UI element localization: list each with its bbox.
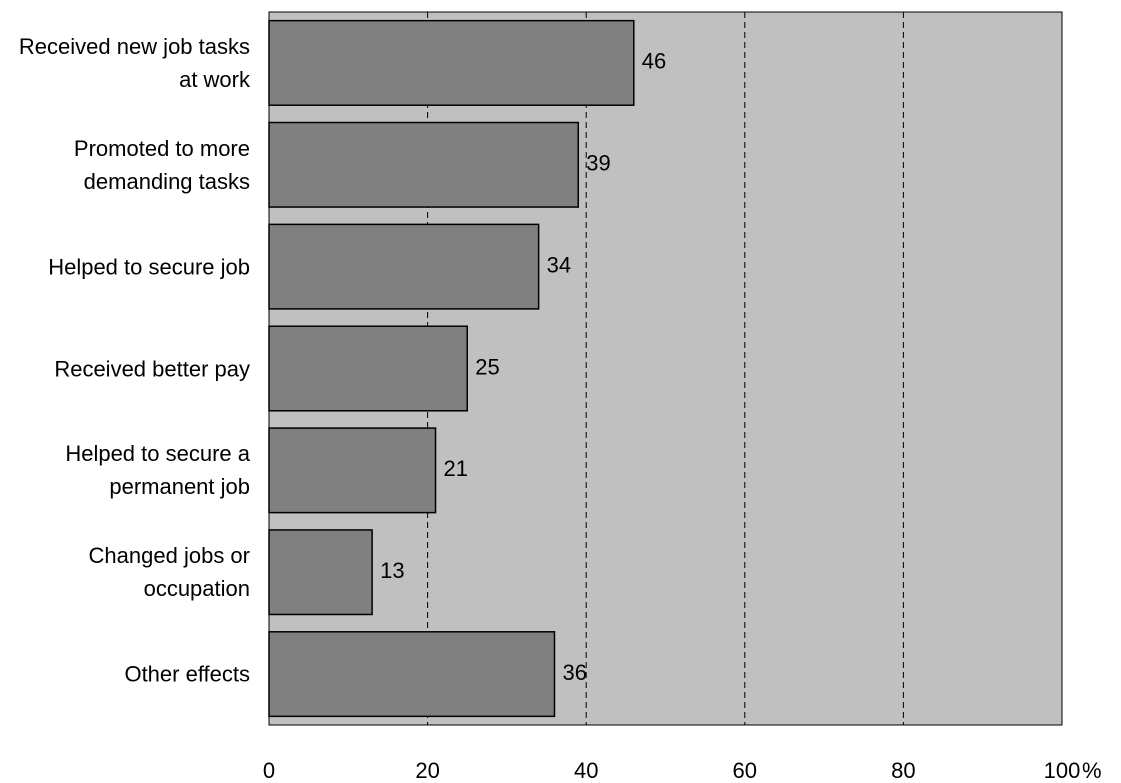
bar [268,529,373,616]
category-label: Helped to secure a permanent job [65,441,250,500]
value-label: 36 [562,660,586,685]
category-label: Helped to secure job [48,254,250,280]
category-label: Received new job tasks at work [18,33,250,92]
bar [268,325,468,412]
x-tick-label: 20 [415,758,439,783]
bar [268,427,437,514]
category-label: Other effects [124,661,250,687]
x-tick-label: 60 [733,758,757,783]
value-label: 39 [586,151,610,176]
bar [268,223,540,310]
value-label: 25 [475,354,499,379]
x-tick-label: 40 [574,758,598,783]
x-tick-label: 80 [891,758,915,783]
x-tick-label: 0 [263,758,275,783]
value-label: 13 [380,558,404,583]
value-label: 21 [444,456,468,481]
x-tick-label: 100 [1044,758,1081,783]
x-unit: % [1082,758,1102,783]
value-label: 46 [642,49,666,74]
value-label: 34 [547,252,571,277]
bar [268,19,635,106]
bar [268,121,580,208]
bar [268,631,556,718]
category-label: Received better pay [54,356,250,381]
category-label: Changed jobs or occupation [88,543,250,602]
category-label: Promoted to more demanding tasks [73,135,250,194]
